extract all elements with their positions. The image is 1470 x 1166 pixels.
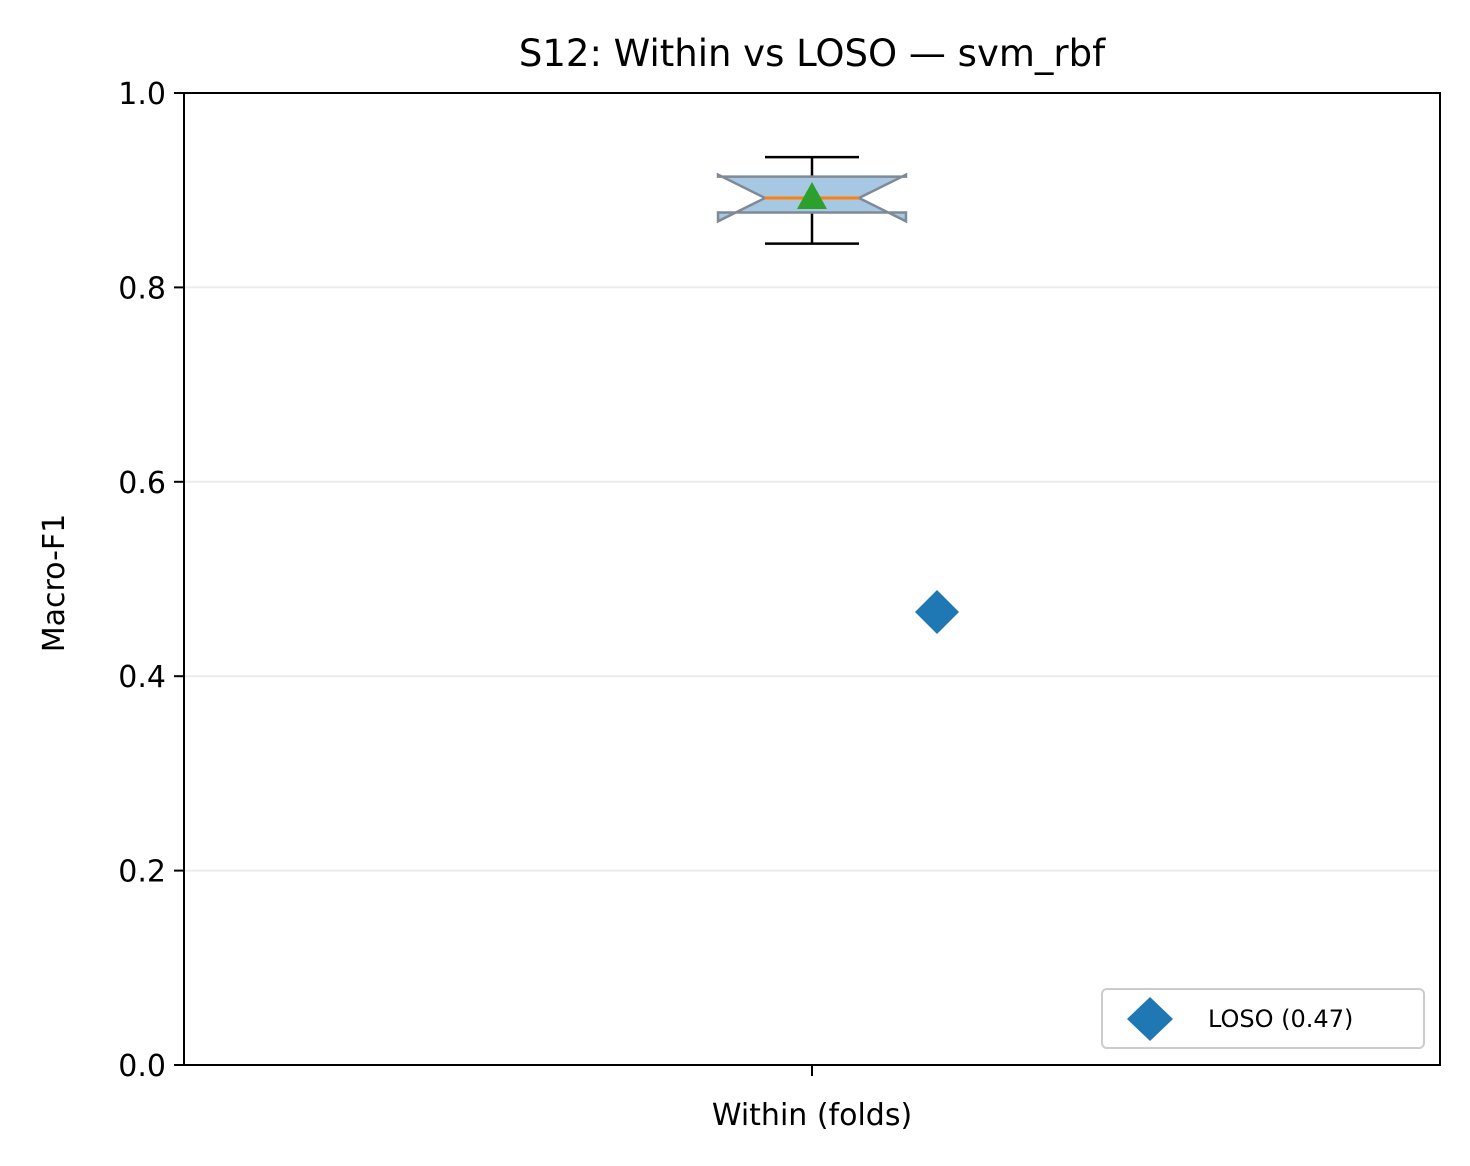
- axis-layer: 0.0 0.2 0.4 0.6 0.8 1.0 Within (folds): [118, 77, 912, 1133]
- x-tick-label: Within (folds): [712, 1098, 912, 1133]
- grid-layer: [184, 286, 1440, 872]
- y-tick-label: 0.2: [118, 855, 166, 890]
- y-tick-label: 1.0: [118, 77, 166, 112]
- legend-label-loso: LOSO (0.47): [1208, 1005, 1353, 1033]
- legend-frame: [1101, 988, 1425, 1049]
- y-tick-label: 0.8: [118, 271, 166, 306]
- y-tick-label: 0.4: [118, 660, 166, 695]
- y-axis-label: Macro-F1: [37, 514, 72, 653]
- y-tick-label: 0.0: [118, 1049, 166, 1084]
- chart-title: S12: Within vs LOSO — svm_rbf: [519, 32, 1106, 75]
- y-tick-label: 0.6: [118, 466, 166, 501]
- legend: LOSO (0.47): [1101, 988, 1425, 1049]
- loso-diamond-marker: [915, 590, 959, 635]
- mark-layer: [716, 155, 959, 635]
- mean-marker: [797, 182, 827, 210]
- legend-diamond-marker: [1127, 997, 1173, 1041]
